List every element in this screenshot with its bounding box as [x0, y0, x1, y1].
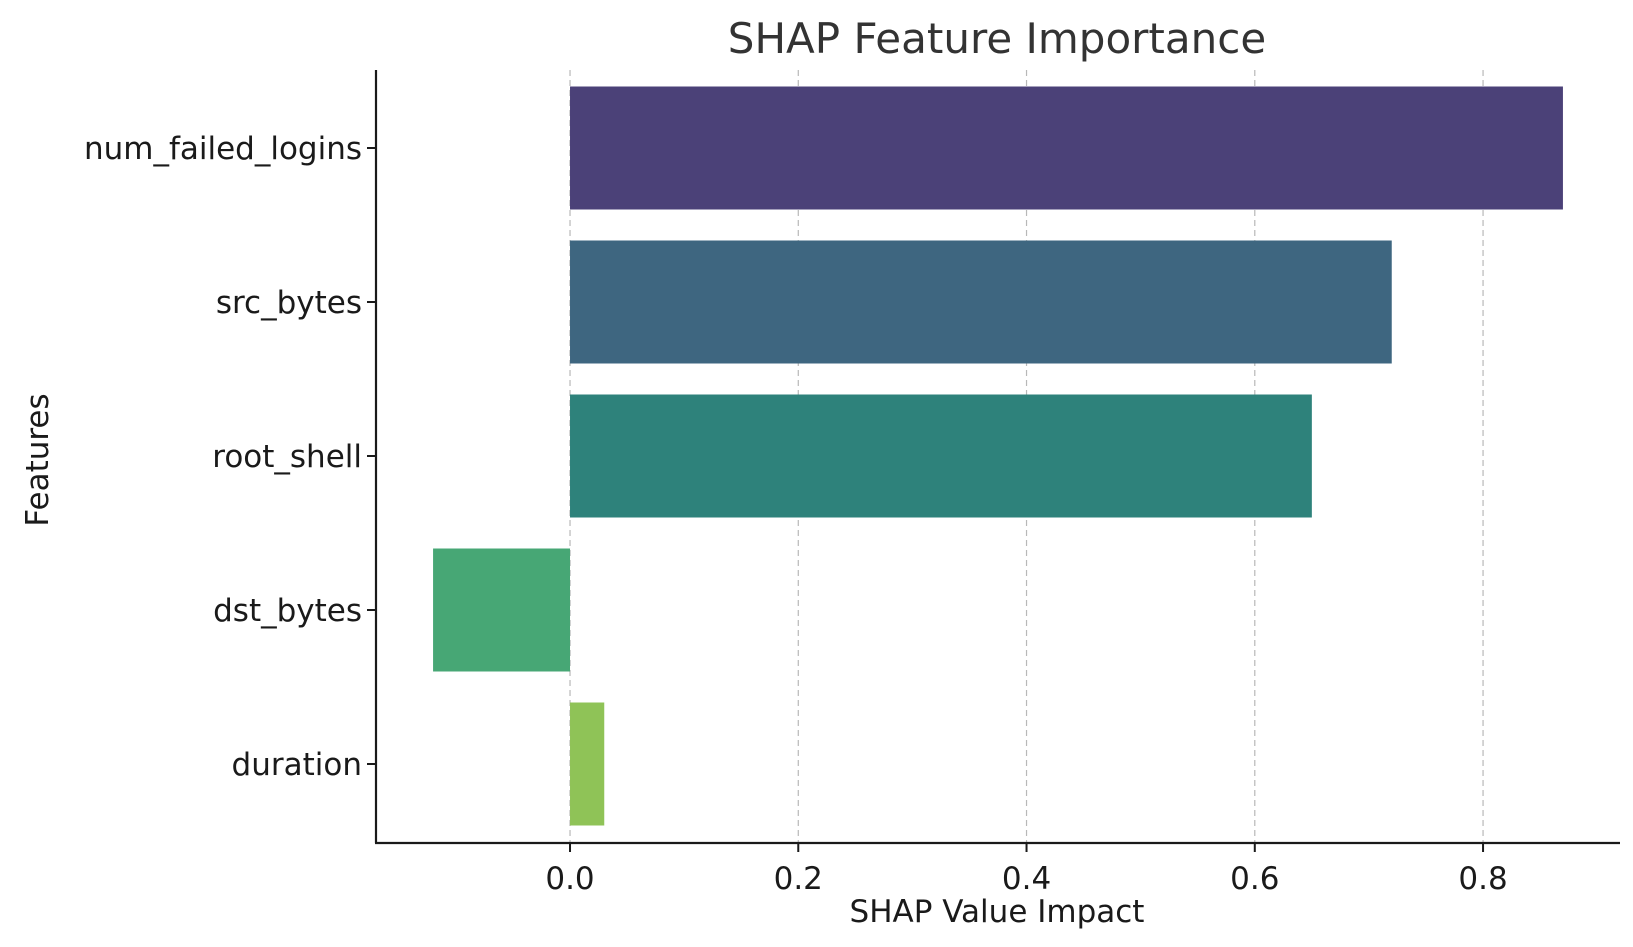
chart-title: SHAP Feature Importance [728, 14, 1266, 63]
y-tick-label: num_failed_logins [84, 131, 362, 167]
y-tick-label: root_shell [212, 439, 362, 475]
x-axis-label: SHAP Value Impact [850, 894, 1145, 930]
y-tick-label: dst_bytes [213, 593, 362, 629]
y-tick-label: src_bytes [216, 285, 362, 321]
x-ticks: 0.0 0.2 0.4 0.6 0.8 [545, 843, 1508, 897]
bar-num-failed-logins [570, 86, 1563, 210]
y-axis-label: Features [20, 393, 56, 526]
bar-duration [570, 702, 605, 826]
x-tick-label: 0.8 [1458, 861, 1507, 897]
bar-root-shell [570, 394, 1312, 518]
bars [433, 86, 1563, 826]
y-tick-label: duration [232, 747, 362, 783]
x-tick-label: 0.2 [774, 861, 823, 897]
x-tick-label: 0.0 [545, 861, 594, 897]
bar-src-bytes [570, 240, 1392, 364]
bar-dst-bytes [433, 548, 571, 672]
x-tick-label: 0.4 [1002, 861, 1051, 897]
x-tick-label: 0.6 [1230, 861, 1279, 897]
y-ticks: num_failed_logins src_bytes root_shell dst_… [84, 131, 376, 783]
